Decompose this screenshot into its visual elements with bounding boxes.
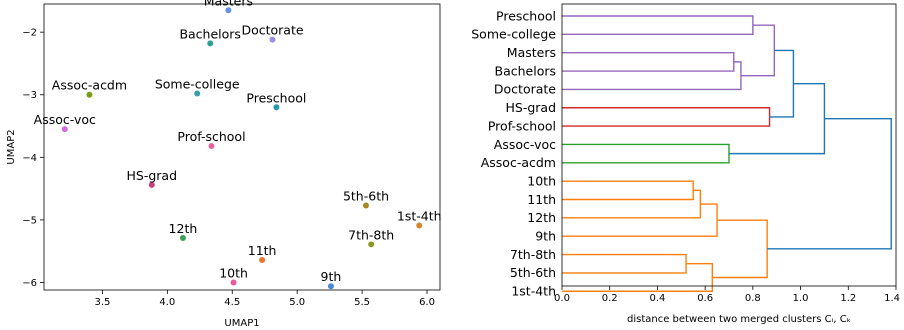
point-label: 10th: [219, 265, 248, 280]
scatter-point: [61, 126, 68, 133]
point-label: Doctorate: [241, 23, 303, 38]
dendrogram-link: [712, 219, 768, 279]
leaf-label: 11th: [527, 192, 556, 207]
dendrogram-link: [562, 107, 771, 127]
y-tick-label: −6: [22, 278, 37, 289]
point-label: Preschool: [246, 90, 306, 105]
leaf-label: Assoc-acdm: [481, 155, 556, 170]
scatter-point: [259, 256, 266, 263]
dendrogram-link: [769, 49, 795, 118]
scatter-point: [148, 181, 155, 188]
leaf-label: 12th: [527, 210, 556, 225]
leaf-label: Masters: [507, 45, 556, 60]
leaf-label: Preschool: [496, 8, 556, 23]
point-label: 11th: [248, 243, 277, 258]
dendrogram-frame: [561, 3, 897, 287]
scatter-point: [368, 241, 375, 248]
x-tick-label: 1.2: [840, 293, 856, 304]
scatter-point: [179, 235, 186, 242]
point-label: Bachelors: [179, 26, 241, 41]
point-label: Some-college: [155, 76, 240, 91]
y-axis-label: UMAP2: [6, 129, 17, 164]
x-tick-label: 0.2: [602, 293, 618, 304]
scatter-point: [194, 90, 201, 97]
point-label: Prof-school: [177, 129, 245, 144]
x-tick-label: 1.4: [884, 293, 900, 304]
leaf-label: 9th: [535, 229, 556, 244]
x-tick-label: 0.6: [697, 293, 713, 304]
y-tick-label: −3: [22, 90, 37, 101]
x-tick-label: 1.0: [793, 293, 809, 304]
dendrogram-link: [562, 263, 713, 292]
x-tick-label: 5.0: [289, 297, 305, 308]
x-tick-label: 0.8: [745, 293, 761, 304]
x-tick-label: 4.0: [159, 297, 175, 308]
dendrogram-link: [562, 15, 754, 36]
dendrogram-link: [740, 24, 776, 77]
dendrogram-link: [729, 82, 826, 155]
scatter-point: [416, 222, 423, 229]
dendrogram-link: [562, 143, 730, 164]
dendrogram-link: [562, 52, 735, 72]
leaf-label: 7th-8th: [510, 247, 556, 262]
point-label: Masters: [204, 0, 253, 8]
leaf-label: Doctorate: [494, 82, 556, 97]
point-label: Assoc-acdm: [52, 78, 127, 93]
leaf-label: Some-college: [471, 27, 556, 42]
y-tick-label: −2: [22, 28, 37, 39]
leaf-label: 10th: [527, 173, 556, 188]
scatter-point: [230, 279, 237, 286]
leaf-label: Bachelors: [495, 63, 557, 78]
leaf-label: 1st-4th: [511, 284, 556, 299]
point-label: 9th: [321, 269, 342, 284]
y-tick-label: −5: [22, 215, 37, 226]
dendrogram-panel: Preschool Some-college Masters Bachelors Doc…: [471, 3, 900, 325]
scatter-point: [208, 143, 215, 150]
leaf-label: HS-grad: [505, 100, 556, 115]
scatter-panel: 3.5 4.0 4.5 5.0 5.5 6.0 −2 −3 −4 −5 −6 UMAP1 UMAP2 Ma…: [6, 0, 442, 329]
point-label: Assoc-voc: [34, 112, 96, 127]
scatter-point: [269, 36, 276, 43]
scatter-point: [225, 7, 232, 14]
leaf-label: 5th-6th: [510, 265, 556, 280]
leaf-label: Assoc-voc: [494, 137, 556, 152]
scatter-point: [362, 202, 369, 209]
point-label: HS-grad: [127, 168, 178, 183]
x-tick-label: 0.4: [649, 293, 665, 304]
x-axis-label: distance between two merged clusters Cᵢ,…: [627, 314, 851, 325]
dendrogram-link: [562, 180, 694, 201]
scatter-point: [86, 91, 93, 98]
dendrogram-link: [562, 189, 702, 219]
x-tick-label: 0.0: [554, 293, 570, 304]
dendrogram-link: [562, 203, 718, 237]
y-tick-label: −4: [22, 153, 37, 164]
leaf-label: Prof-school: [488, 118, 556, 133]
dendrogram-link: [767, 117, 892, 250]
point-label: 1st-4th: [397, 209, 442, 224]
point-label: 7th-8th: [348, 227, 394, 242]
scatter-point: [327, 283, 334, 290]
point-label: 12th: [169, 221, 198, 236]
point-label: 5th-6th: [343, 189, 389, 204]
dendrogram-link: [562, 253, 687, 274]
dendrogram-link: [562, 61, 742, 91]
x-tick-label: 4.5: [224, 297, 240, 308]
x-tick-label: 3.5: [94, 297, 110, 308]
x-tick-label: 5.5: [354, 297, 370, 308]
x-axis-label: UMAP1: [224, 318, 259, 329]
scatter-point: [207, 40, 214, 47]
x-tick-label: 6.0: [419, 297, 435, 308]
scatter-frame: [43, 3, 441, 291]
scatter-point: [273, 104, 280, 111]
